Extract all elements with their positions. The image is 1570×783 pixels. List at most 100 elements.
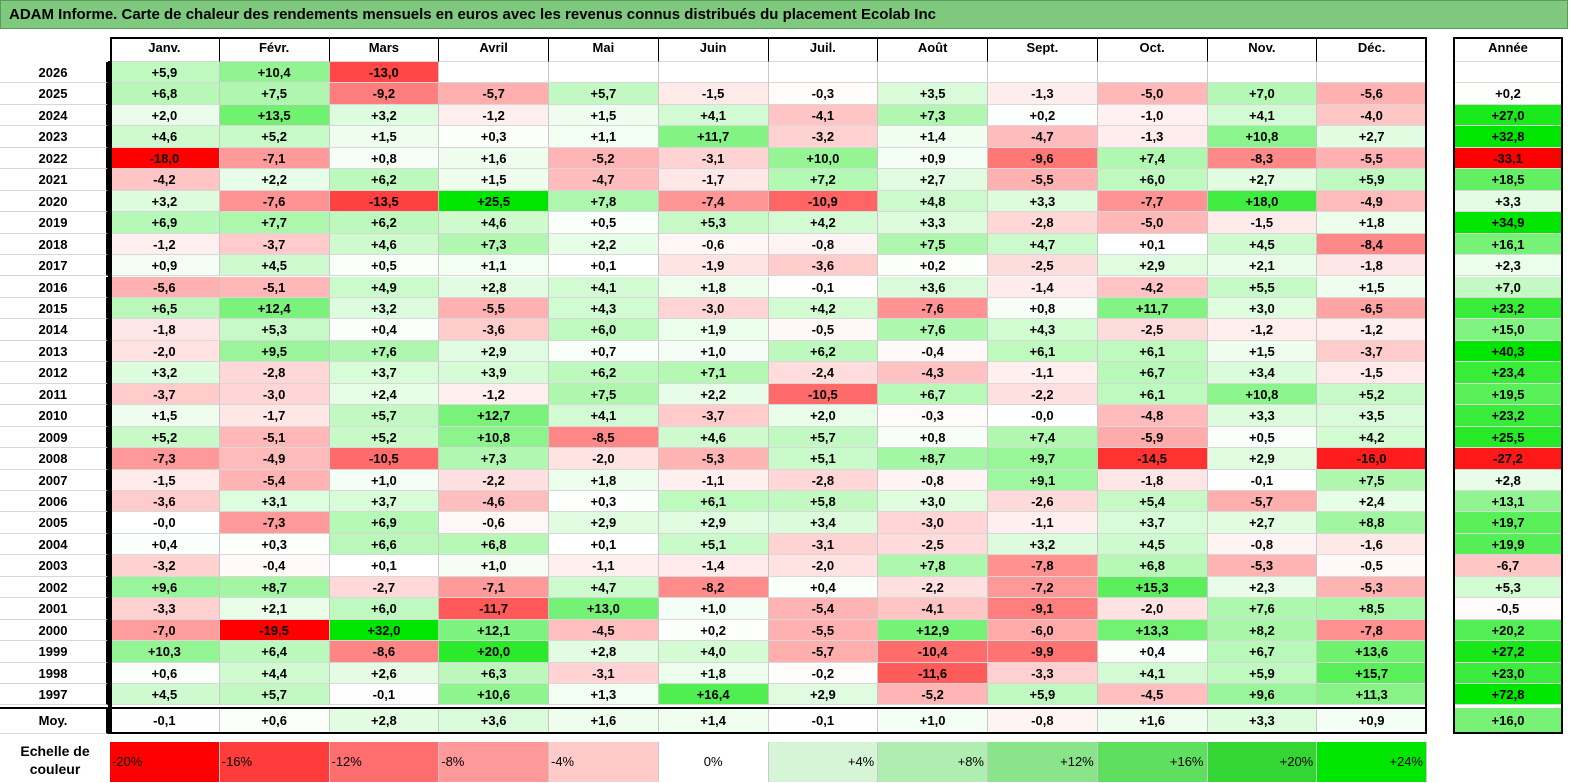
annual-cell: +0,2 <box>1453 83 1563 105</box>
year-label: 2013 <box>0 340 108 363</box>
heatmap-cell: -5,1 <box>219 426 330 449</box>
heatmap-cell: +6,3 <box>439 662 549 685</box>
heatmap-cell <box>768 62 879 84</box>
heatmap-cell: +2,9 <box>439 340 549 363</box>
heatmap-cell: -5,3 <box>1207 555 1318 577</box>
heatmap-cell: -3,3 <box>110 598 220 620</box>
average-cell: -0,8 <box>988 707 1098 734</box>
heatmap-cell <box>549 62 659 84</box>
heatmap-cell: +6,7 <box>878 383 988 406</box>
heatmap-cell: -1,2 <box>1207 319 1318 341</box>
heatmap-cell: -8,3 <box>1207 147 1318 170</box>
heatmap-cell: -1,7 <box>219 405 330 427</box>
heatmap-cell: +1,0 <box>658 598 769 620</box>
annual-cell: +27,0 <box>1453 104 1563 127</box>
heatmap-cell: -3,7 <box>1317 340 1427 363</box>
year-label: 2018 <box>0 233 108 256</box>
heatmap-cell: -3,3 <box>988 662 1098 685</box>
heatmap-cell: -4,3 <box>878 362 988 384</box>
year-label: 2003 <box>0 555 108 577</box>
heatmap-cell: +0,7 <box>549 340 659 363</box>
heatmap-cell: -5,0 <box>1097 212 1208 234</box>
year-label: 2012 <box>0 362 108 384</box>
heatmap-cell: -5,5 <box>768 619 879 642</box>
heatmap-cell: +5,9 <box>1317 169 1427 191</box>
heatmap-cell: -1,5 <box>110 469 220 491</box>
heatmap-cell: +2,7 <box>1207 512 1318 534</box>
heatmap-cell: +2,4 <box>329 383 440 406</box>
heatmap-cell: -0,1 <box>768 276 879 298</box>
heatmap-cell: +0,9 <box>878 147 988 170</box>
heatmap-cell: +6,8 <box>110 83 220 105</box>
heatmap-cell: -11,7 <box>439 598 549 620</box>
heatmap-cell <box>988 62 1098 84</box>
heatmap-cell: -0,8 <box>1207 533 1318 556</box>
heatmap-cell <box>439 62 549 84</box>
heatmap-cell: -1,1 <box>658 469 769 491</box>
heatmap-cell: +6,1 <box>988 340 1098 363</box>
heatmap-cell: -2,8 <box>768 469 879 491</box>
heatmap-cell: -7,7 <box>1097 190 1208 213</box>
heatmap-cell: +0,1 <box>549 533 659 556</box>
annual-cell: +19,5 <box>1453 383 1563 406</box>
heatmap-cell: +25,5 <box>439 190 549 213</box>
heatmap-cell: +4,6 <box>110 126 220 148</box>
heatmap-cell: -3,2 <box>110 555 220 577</box>
heatmap-cell: -9,6 <box>988 147 1098 170</box>
legend-swatch: +12% <box>988 742 1098 782</box>
heatmap-cell: -5,7 <box>768 641 879 663</box>
heatmap-cell: +15,3 <box>1097 576 1208 599</box>
heatmap-cell: +9,5 <box>219 340 330 363</box>
heatmap-cell: -1,6 <box>1317 533 1427 556</box>
month-header: Mai <box>549 37 659 62</box>
heatmap-cell: -3,6 <box>768 255 879 277</box>
heatmap-cell: +2,8 <box>549 641 659 663</box>
heatmap-cell: -5,6 <box>110 276 220 298</box>
year-label: 1997 <box>0 684 108 706</box>
heatmap-cell: +4,2 <box>1317 426 1427 449</box>
heatmap-cell: -3,1 <box>658 147 769 170</box>
annual-cell: +2,8 <box>1453 469 1563 491</box>
heatmap-cell: +1,5 <box>1317 276 1427 298</box>
heatmap-cell: +12,7 <box>439 405 549 427</box>
heatmap-cell: +4,1 <box>1207 104 1318 127</box>
year-label: 2009 <box>0 426 108 449</box>
year-label: 2020 <box>0 190 108 213</box>
heatmap-cell: +18,0 <box>1207 190 1318 213</box>
month-header: Nov. <box>1207 37 1318 62</box>
heatmap-cell: +2,7 <box>878 169 988 191</box>
heatmap-cell: +3,7 <box>1097 512 1208 534</box>
heatmap-cell: -0,8 <box>878 469 988 491</box>
heatmap-cell: +7,6 <box>1207 598 1318 620</box>
heatmap-cell: +6,2 <box>549 362 659 384</box>
heatmap-cell: +9,7 <box>988 448 1098 470</box>
heatmap-cell: +5,3 <box>658 212 769 234</box>
heatmap-cell: +0,1 <box>1097 233 1208 256</box>
heatmap-cell: +3,4 <box>768 512 879 534</box>
heatmap-cell: +9,6 <box>110 576 220 599</box>
heatmap-cell: -1,1 <box>549 555 659 577</box>
heatmap-cell: +4,1 <box>658 104 769 127</box>
heatmap-cell: +10,6 <box>439 684 549 706</box>
annual-cell: -27,2 <box>1453 448 1563 470</box>
heatmap-cell: -5,4 <box>768 598 879 620</box>
heatmap-cell: +15,7 <box>1317 662 1427 685</box>
annual-cell: +3,3 <box>1453 190 1563 213</box>
heatmap-cell: +13,5 <box>219 104 330 127</box>
heatmap-cell: +5,9 <box>988 684 1098 706</box>
heatmap-cell: +6,1 <box>1097 340 1208 363</box>
heatmap-cell: +7,5 <box>549 383 659 406</box>
heatmap-cell: -5,1 <box>219 276 330 298</box>
year-label: 2023 <box>0 126 108 148</box>
heatmap-cell: +0,4 <box>329 319 440 341</box>
average-cell: +1,0 <box>878 707 988 734</box>
year-label: 2021 <box>0 169 108 191</box>
average-cell: +1,4 <box>658 707 769 734</box>
heatmap-cell: -2,5 <box>988 255 1098 277</box>
heatmap-cell: -4,2 <box>1097 276 1208 298</box>
heatmap-cell: -8,2 <box>658 576 769 599</box>
heatmap-cell: -3,0 <box>219 383 330 406</box>
heatmap-cell: +4,5 <box>219 255 330 277</box>
heatmap-cell: -10,5 <box>768 383 879 406</box>
legend-swatch: -4% <box>549 742 659 782</box>
